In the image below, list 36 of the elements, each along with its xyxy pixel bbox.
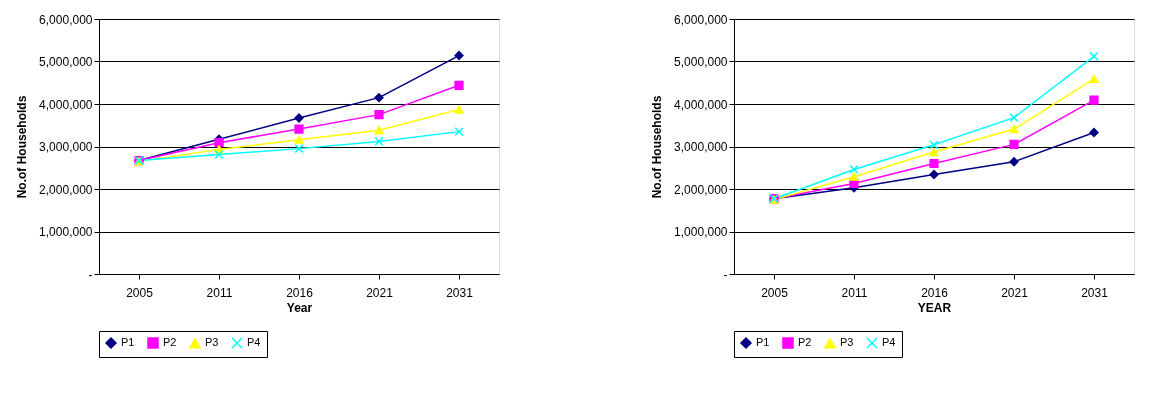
x-axis-title: Year: [286, 300, 313, 315]
y-tick-label: 1,000,000: [674, 225, 728, 239]
y-tick-label: 3,000,000: [39, 140, 93, 154]
y-tick-label: 6,000,000: [674, 12, 728, 27]
x-tick-label: 2005: [761, 285, 789, 300]
x-tick-label: 2031: [1081, 285, 1109, 300]
x-tick-label: 2005: [126, 285, 154, 300]
y-tick-label: 1,000,000: [39, 225, 93, 239]
y-tick-label: 5,000,000: [39, 55, 93, 69]
x-tick-label: 2011: [206, 285, 233, 300]
legend-label: P4: [882, 336, 896, 348]
x-tick-label: 2021: [1001, 285, 1029, 300]
x-axis-title: YEAR: [917, 300, 952, 315]
y-tick-label: 4,000,000: [39, 97, 93, 112]
x-tick-label: 2011: [841, 285, 868, 300]
x-tick-label: 2016: [921, 285, 949, 300]
y-tick-label: -: [88, 267, 93, 282]
y-tick-label: -: [723, 267, 728, 282]
legend-label: P4: [247, 336, 261, 348]
y-axis-title: No.of Households: [15, 95, 30, 199]
x-tick-label: 2021: [366, 285, 394, 300]
y-tick-label: 2,000,000: [674, 182, 728, 197]
legend-label: P1: [756, 336, 770, 348]
legend-label: P3: [840, 336, 854, 349]
legend-label: P2: [163, 336, 177, 348]
legend-label: P1: [121, 336, 135, 348]
x-tick-label: 2031: [446, 285, 474, 300]
y-tick-label: 4,000,000: [674, 97, 728, 112]
legend-label: P3: [205, 336, 219, 349]
y-tick-label: 3,000,000: [674, 140, 728, 154]
x-tick-label: 2016: [286, 285, 314, 300]
y-axis-title: No.of Households: [650, 95, 665, 199]
y-tick-label: 2,000,000: [39, 182, 93, 197]
legend-label: P2: [798, 336, 812, 348]
y-tick-label: 6,000,000: [39, 12, 93, 27]
y-tick-label: 5,000,000: [674, 55, 728, 69]
